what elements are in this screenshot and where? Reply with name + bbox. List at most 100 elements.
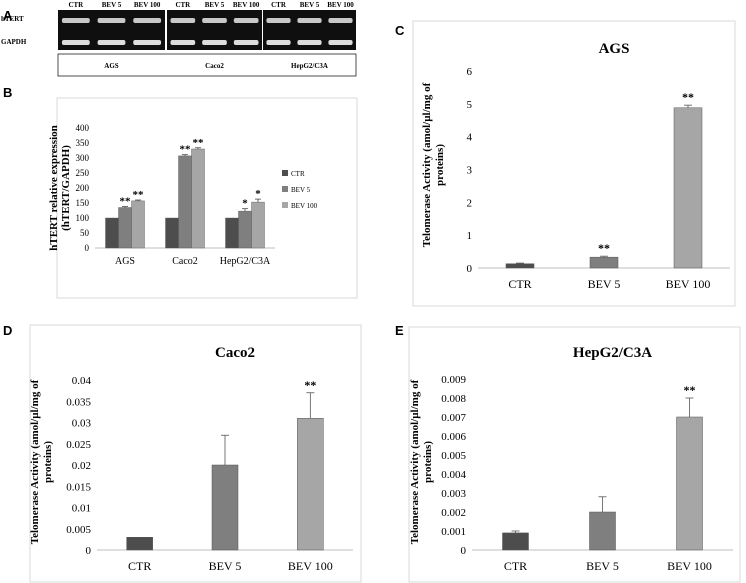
y-tick-label: 0.005 bbox=[66, 524, 91, 536]
gel-cell-label: AGS bbox=[104, 62, 119, 70]
legend-swatch bbox=[282, 186, 288, 192]
y-tick-label: 0.003 bbox=[441, 488, 466, 500]
y-tick-label: 0 bbox=[86, 545, 92, 557]
panel-letter-c: C bbox=[395, 23, 405, 38]
bar bbox=[251, 201, 265, 249]
legend-label: BEV 100 bbox=[291, 202, 318, 210]
y-tick-label: 5 bbox=[467, 99, 473, 111]
bar bbox=[225, 217, 239, 249]
y-axis-label-line: (hTERT/GAPDH) bbox=[60, 145, 72, 231]
significance-label: * bbox=[242, 198, 248, 210]
y-tick-label: 0 bbox=[85, 243, 90, 253]
y-tick-label: 400 bbox=[76, 123, 90, 133]
bar bbox=[589, 256, 619, 269]
significance-label: ** bbox=[180, 144, 192, 156]
y-tick-label: 300 bbox=[76, 153, 90, 163]
x-tick-label: BEV 5 bbox=[209, 559, 242, 573]
x-tick-label: BEV 5 bbox=[588, 277, 621, 291]
y-tick-label: 0.008 bbox=[441, 393, 466, 405]
gel-band-gapdh bbox=[297, 40, 322, 45]
y-tick-label: 0.005 bbox=[441, 450, 466, 462]
y-tick-label: 6 bbox=[467, 66, 473, 78]
x-tick-label: BEV 100 bbox=[666, 277, 711, 291]
gel-panel: hTERT GAPDH CTR BEV 5 BEV 100 CTR BEV 5 BEV 1… bbox=[1, 1, 357, 77]
y-tick-label: 350 bbox=[76, 138, 90, 148]
bar bbox=[676, 416, 703, 551]
x-tick-label: HepG2/C3A bbox=[220, 256, 271, 267]
y-axis-label: Telomerase Activity (amol/µl/mg ofprotei… bbox=[421, 82, 446, 247]
significance-label: ** bbox=[133, 189, 145, 201]
bar bbox=[502, 532, 529, 551]
y-tick-label: 0.002 bbox=[441, 507, 466, 519]
y-tick-label: 0.004 bbox=[441, 469, 466, 481]
y-axis-label-line: proteins) bbox=[422, 441, 434, 483]
gel-cell-label: HepG2/C3A bbox=[291, 62, 328, 70]
significance-label: ** bbox=[682, 90, 694, 104]
y-tick-label: 2 bbox=[467, 197, 473, 209]
y-tick-label: 0.001 bbox=[441, 526, 466, 538]
y-tick-label: 0.025 bbox=[66, 439, 91, 451]
y-tick-label: 4 bbox=[467, 132, 473, 144]
gel-cell-label: Caco2 bbox=[205, 62, 224, 70]
y-axis-label: Telomerase Activity (amol/µl/mg ofprotei… bbox=[29, 379, 54, 544]
panel-letter-a: A bbox=[3, 8, 13, 23]
y-tick-label: 250 bbox=[76, 168, 90, 178]
legend-label: BEV 5 bbox=[291, 186, 311, 194]
chart-b-frame bbox=[56, 97, 358, 299]
bar bbox=[178, 155, 192, 249]
gel-lane-label: CTR bbox=[68, 1, 84, 9]
x-tick-label: BEV 100 bbox=[667, 559, 712, 573]
significance-label: ** bbox=[304, 378, 316, 392]
gel-band-htert bbox=[328, 18, 353, 23]
gel-lane-label: CTR bbox=[271, 1, 287, 9]
y-tick-label: 150 bbox=[76, 198, 90, 208]
bar bbox=[105, 217, 119, 249]
chart-d: Caco2 0 0.005 0.01 0.015 0.02 0.025 0.03 0.035 0.… bbox=[29, 345, 353, 573]
gel-band-htert bbox=[266, 18, 291, 23]
y-axis-label: hTERT relative expression(hTERT/GAPDH) bbox=[48, 125, 72, 251]
gel-band-gapdh bbox=[133, 40, 162, 45]
y-tick-label: 0.006 bbox=[441, 431, 466, 443]
y-axis-label-line: proteins) bbox=[434, 144, 446, 186]
panel-letter-d: D bbox=[3, 323, 12, 338]
bar bbox=[673, 107, 703, 269]
significance-label: * bbox=[255, 188, 261, 200]
significance-label: ** bbox=[598, 241, 610, 255]
significance-label: ** bbox=[684, 383, 696, 397]
bar bbox=[131, 200, 145, 249]
y-tick-label: 100 bbox=[76, 213, 90, 223]
chart-title: AGS bbox=[599, 41, 630, 57]
panel-letter-b: B bbox=[3, 85, 12, 100]
y-tick-label: 50 bbox=[80, 228, 90, 238]
gel-band-htert bbox=[202, 18, 227, 23]
chart-c: AGS 0 1 2 3 4 5 6 Telomerase Activity (amol/µl/m… bbox=[421, 41, 730, 291]
bar bbox=[118, 207, 132, 249]
legend-label: CTR bbox=[291, 170, 305, 178]
x-tick-label: BEV 5 bbox=[586, 559, 619, 573]
y-tick-label: 3 bbox=[467, 165, 473, 177]
bar bbox=[505, 263, 535, 269]
gel-band-htert bbox=[297, 18, 322, 23]
gel-band-gapdh bbox=[202, 40, 227, 45]
y-tick-label: 0.035 bbox=[66, 396, 91, 408]
significance-label: ** bbox=[193, 137, 205, 149]
y-tick-label: 0.04 bbox=[72, 375, 92, 387]
gel-lane-label: BEV 100 bbox=[233, 1, 260, 9]
gel-band-gapdh bbox=[170, 40, 196, 45]
y-tick-label: 0.007 bbox=[441, 412, 466, 424]
x-tick-label: CTR bbox=[504, 559, 527, 573]
gel-row-label-htert: hTERT bbox=[1, 15, 24, 23]
legend-swatch bbox=[282, 202, 288, 208]
gel-lane-label: CTR bbox=[175, 1, 191, 9]
gel-band-gapdh bbox=[97, 40, 126, 45]
chart-title: Caco2 bbox=[215, 345, 255, 361]
gel-lane-label: BEV 100 bbox=[327, 1, 354, 9]
bar bbox=[191, 148, 205, 249]
bar bbox=[238, 210, 252, 249]
y-axis-label-line: proteins) bbox=[42, 441, 54, 483]
bar bbox=[126, 537, 153, 551]
significance-label: ** bbox=[120, 196, 132, 208]
y-axis-label-line: Telomerase Activity (amol/µl/mg of bbox=[409, 379, 421, 544]
bar bbox=[211, 464, 239, 551]
